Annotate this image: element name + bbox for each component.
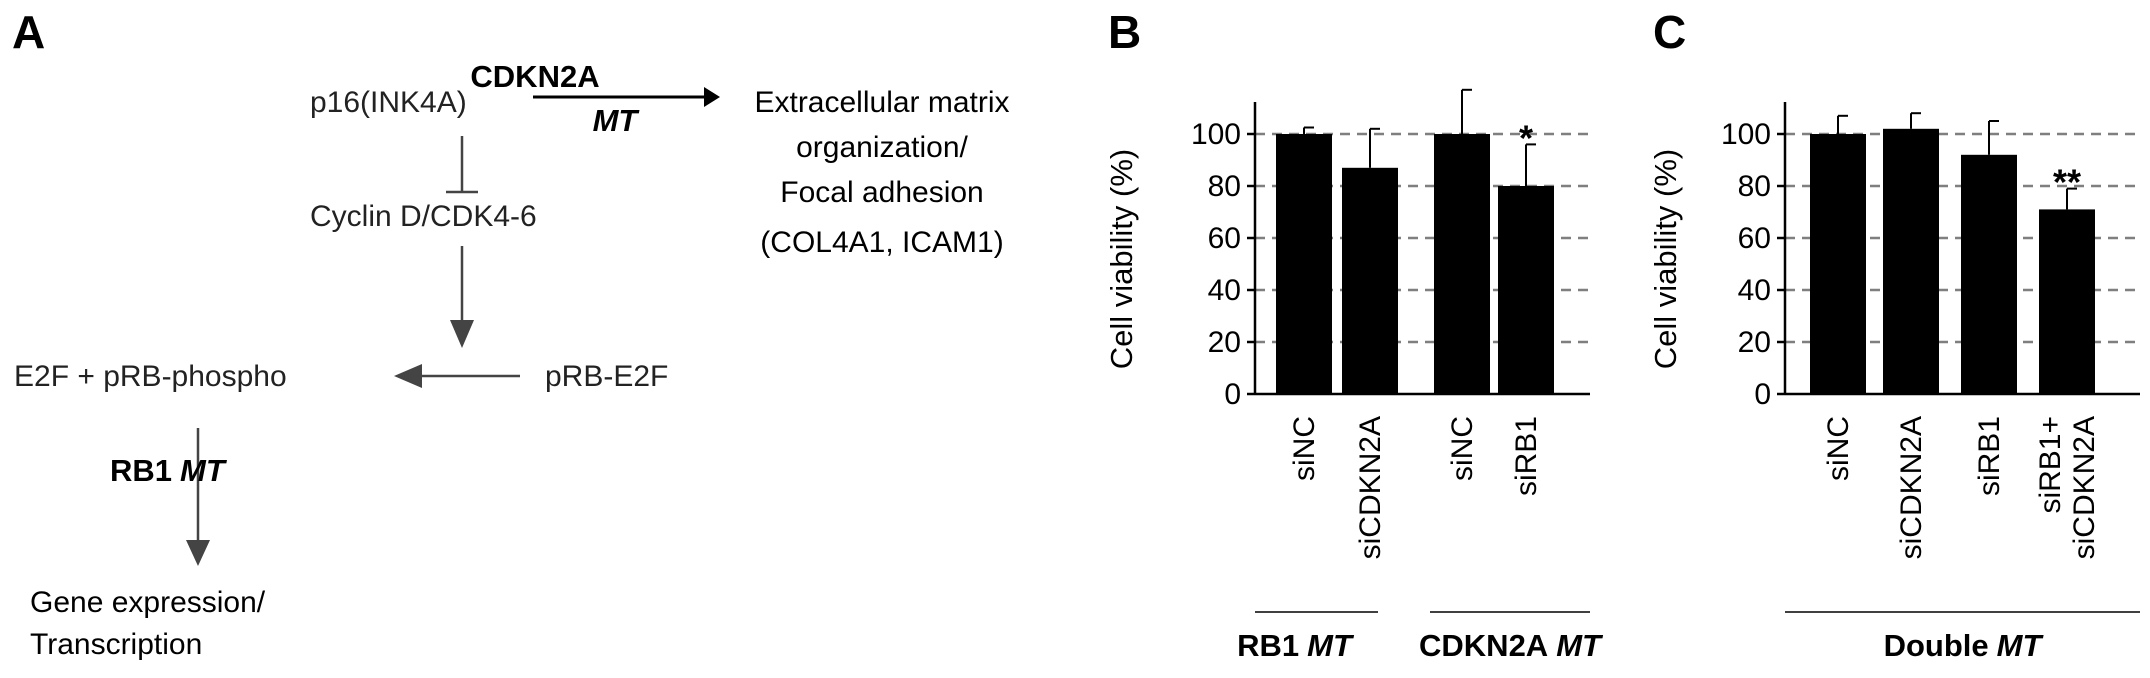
significance-mark: ** (2053, 162, 2081, 203)
ecm-line-4: (COL4A1, ICAM1) (760, 226, 1003, 259)
rb1-label: RB1 (110, 453, 172, 488)
ecm-line-2: organization/ (796, 131, 968, 164)
y-tick-label: 20 (1738, 326, 1771, 359)
ecm-node: Extracellular matrix organization/ Focal… (754, 86, 1009, 259)
ecm-line-3: Focal adhesion (780, 176, 983, 209)
panel-a-diagram: A p16(INK4A) CDKN2A MT Extracellular mat… (12, 6, 1010, 661)
y-tick-label: 100 (1191, 118, 1241, 151)
bar (1276, 134, 1332, 394)
y-tick-label: 60 (1208, 222, 1241, 255)
cdkn2a-label: CDKN2A (470, 59, 599, 94)
prb-arrow-head (394, 364, 422, 388)
bar (1498, 186, 1554, 394)
group-label-mt: MT (1997, 628, 2045, 663)
e2f-phospho-node: E2F + pRB-phospho (14, 360, 287, 393)
category-label: siRB1 (1510, 416, 1543, 496)
category-label: siRB1+ (2034, 416, 2067, 514)
ecm-line-1: Extracellular matrix (754, 86, 1009, 119)
p16-node: p16(INK4A) (310, 86, 467, 119)
rb1-arrow-head (186, 540, 210, 566)
y-axis-label: Cell viability (%) (1104, 149, 1139, 369)
cyclin-node: Cyclin D/CDK4-6 (310, 200, 537, 233)
y-tick-label: 20 (1208, 326, 1241, 359)
group-label-mt: MT (1556, 628, 1604, 663)
y-tick-label: 60 (1738, 222, 1771, 255)
category-label: siCDKN2A (1354, 416, 1387, 559)
rb1-mt: MT (180, 453, 228, 488)
rb1-mt-label: RB1 MT (110, 453, 228, 488)
group-label: CDKN2A MT (1419, 628, 1604, 663)
panel-c-chart: 0 20 40 60 80 100 Cell viability (%) siNC siCDKN… (1648, 102, 2140, 663)
y-tick-label: 80 (1208, 170, 1241, 203)
category-label: siNC (1822, 416, 1855, 481)
bar (2039, 209, 2095, 394)
cdkn2a-arrow-head (704, 87, 720, 107)
gene-expression-line-1: Gene expression/ (30, 586, 266, 619)
y-tick-label: 0 (1224, 378, 1241, 411)
category-label: siNC (1288, 416, 1321, 481)
category-label: siCDKN2A (2068, 416, 2101, 559)
category-label: siNC (1446, 416, 1479, 481)
group-label-text: CDKN2A (1419, 628, 1548, 663)
y-tick-label: 0 (1754, 378, 1771, 411)
category-label: siCDKN2A (1895, 416, 1928, 559)
cyclin-arrow-head (450, 320, 474, 348)
gene-expression-line-2: Transcription (30, 628, 202, 661)
panel-a-letter: A (12, 6, 45, 58)
panel-c-letter: C (1653, 6, 1686, 58)
y-tick-label: 40 (1208, 274, 1241, 307)
y-axis-label: Cell viability (%) (1648, 149, 1683, 369)
bar (1810, 134, 1866, 394)
group-label: RB1 MT (1237, 628, 1355, 663)
group-label-text: RB1 (1237, 628, 1299, 663)
group-label: Double MT (1884, 628, 2045, 663)
category-label: siRB1 (1973, 416, 2006, 496)
significance-mark: * (1519, 117, 1533, 158)
bar (1883, 128, 1939, 395)
bar (1342, 167, 1398, 394)
y-tick-label: 40 (1738, 274, 1771, 307)
bar (1434, 134, 1490, 394)
group-label-text: Double (1884, 628, 1989, 663)
panel-b-letter: B (1108, 6, 1141, 58)
prb-e2f-node: pRB-E2F (545, 360, 668, 393)
y-tick-label: 100 (1721, 118, 1771, 151)
group-label-mt: MT (1307, 628, 1355, 663)
y-tick-label: 80 (1738, 170, 1771, 203)
panel-b-chart: 0 20 40 60 80 100 Cell viability (%) siNC siCDKN… (1104, 88, 1604, 663)
bar (1961, 154, 2017, 394)
cdkn2a-mt-label: MT (593, 103, 641, 138)
